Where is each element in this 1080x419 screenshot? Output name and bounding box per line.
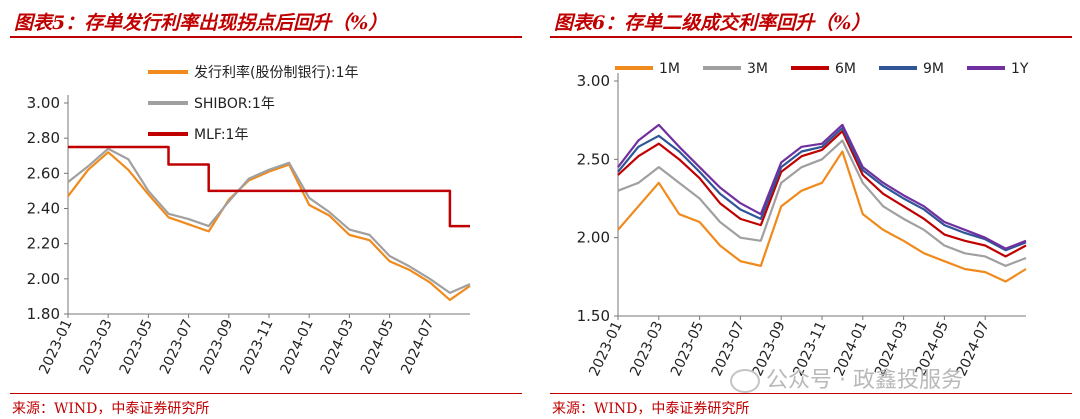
legend-label: 6M	[835, 61, 856, 77]
watermark: 公众号 · 政鑫投服务	[730, 362, 963, 394]
x-tick-label: 2023-07	[157, 317, 196, 377]
series-line-2	[617, 139, 1027, 267]
x-tick-label: 2024-07	[398, 317, 437, 377]
left-panel: 图表5：存单发行利率出现拐点后回升（%） 1.80 2.00 2.20 2.40 2.6…	[0, 0, 530, 419]
series-line-4	[617, 126, 1027, 252]
y-tick-label: 2.00	[577, 229, 610, 247]
y-tick-label: 2.60	[27, 164, 60, 182]
x-tick-label: 2023-03	[627, 319, 666, 379]
y-tick-label: 2.50	[577, 150, 610, 168]
legend-label: 9M	[923, 61, 944, 77]
watermark-text: 公众号 · 政鑫投服务	[766, 368, 963, 393]
legend-label: 1Y	[1011, 61, 1029, 77]
wechat-icon	[730, 369, 760, 393]
y-tick-label: 3.00	[577, 72, 610, 90]
x-tick-label: 2024-01	[278, 317, 317, 377]
x-tick-label: 2023-09	[197, 317, 236, 377]
x-tick-label: 2024-05	[358, 317, 397, 377]
x-tick-label: 2023-11	[237, 317, 276, 377]
left-chart-title: 图表5：存单发行利率出现拐点后回升（%）	[14, 12, 388, 34]
legend-label: 3M	[747, 61, 768, 77]
left-footer-rule	[10, 393, 522, 394]
x-tick-label: 2023-03	[77, 317, 116, 377]
y-tick-label: 1.80	[27, 305, 60, 323]
x-tick-label: 2023-01	[36, 317, 75, 377]
x-tick-label: 2023-01	[586, 319, 625, 379]
series-line-1	[617, 150, 1027, 283]
right-panel: 图表6：存单二级成交利率回升（%） 1.50 2.00 2.50 3.00 2023-0…	[540, 0, 1080, 419]
series-line-3	[68, 145, 470, 228]
y-tick-label: 3.00	[27, 94, 60, 112]
series-line-2	[67, 147, 471, 294]
y-tick-label: 1.50	[577, 307, 610, 325]
series-line-1	[67, 151, 471, 302]
legend-label: MLF:1年	[194, 127, 248, 143]
x-tick-label: 2023-05	[117, 317, 156, 377]
right-chart-title: 图表6：存单二级成交利率回升（%）	[554, 12, 871, 34]
right-title-rule	[550, 36, 1072, 38]
legend-label: 发行利率(股份制银行):1年	[194, 64, 359, 81]
x-tick-label: 2024-03	[318, 317, 357, 377]
left-title-rule	[10, 36, 522, 38]
series-line-3	[617, 130, 1027, 258]
left-source-note: 来源：WIND，中泰证券研究所	[12, 401, 210, 417]
right-source-note: 来源：WIND，中泰证券研究所	[552, 401, 750, 417]
y-tick-label: 2.00	[27, 270, 60, 288]
legend-label: 1M	[659, 61, 680, 77]
series-line-5	[617, 123, 1027, 250]
x-tick-label: 2023-05	[668, 319, 707, 379]
y-tick-label: 2.20	[27, 235, 60, 253]
y-tick-label: 2.80	[27, 129, 60, 147]
y-tick-label: 2.40	[27, 200, 60, 218]
right-footer-rule	[550, 393, 1072, 394]
legend-label: SHIBOR:1年	[194, 96, 275, 112]
